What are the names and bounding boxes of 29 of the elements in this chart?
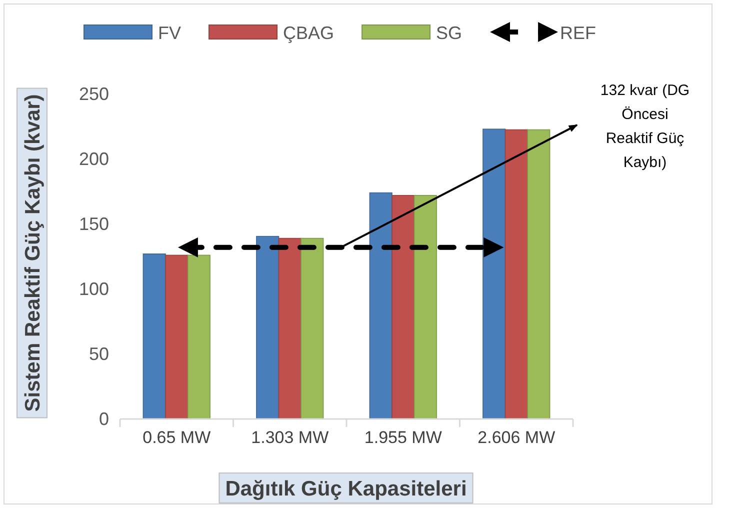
bar — [482, 128, 506, 420]
x-axis-title: Dağıtık Güç Kapasiteleri — [225, 477, 467, 500]
y-tick-label: 250 — [78, 84, 109, 104]
y-tick-label: 150 — [78, 214, 109, 234]
bar — [256, 236, 280, 420]
y-tick-label: 0 — [98, 408, 109, 429]
legend-label: SG — [436, 23, 462, 43]
bar — [392, 195, 415, 420]
y-tick-label: 200 — [78, 148, 109, 169]
bar — [527, 129, 550, 420]
legend-label: ÇBAG — [283, 23, 334, 43]
bar — [165, 254, 188, 420]
legend-label: REF — [560, 23, 596, 43]
x-tick-label: 0.65 MW — [142, 428, 211, 448]
x-tick-label: 1.955 MW — [364, 428, 442, 448]
bar — [187, 254, 210, 420]
x-tick-label: 1.303 MW — [251, 428, 329, 448]
text: 132 kvar (DG Öncesi Reaktif Güç Kaybı) — [600, 82, 690, 171]
bar — [504, 129, 528, 420]
y-tick-label: 100 — [78, 278, 109, 299]
bar — [414, 195, 437, 420]
y-axis-title: Sistem Reaktif Güç Kaybı (kvar) — [21, 94, 44, 412]
y-tick-label: 50 — [88, 344, 109, 364]
bar — [369, 192, 392, 420]
bar — [278, 238, 302, 420]
bar — [142, 254, 166, 420]
bar — [300, 238, 324, 420]
x-tick-label: 2.606 MW — [478, 428, 556, 448]
legend-label: FV — [158, 23, 182, 43]
